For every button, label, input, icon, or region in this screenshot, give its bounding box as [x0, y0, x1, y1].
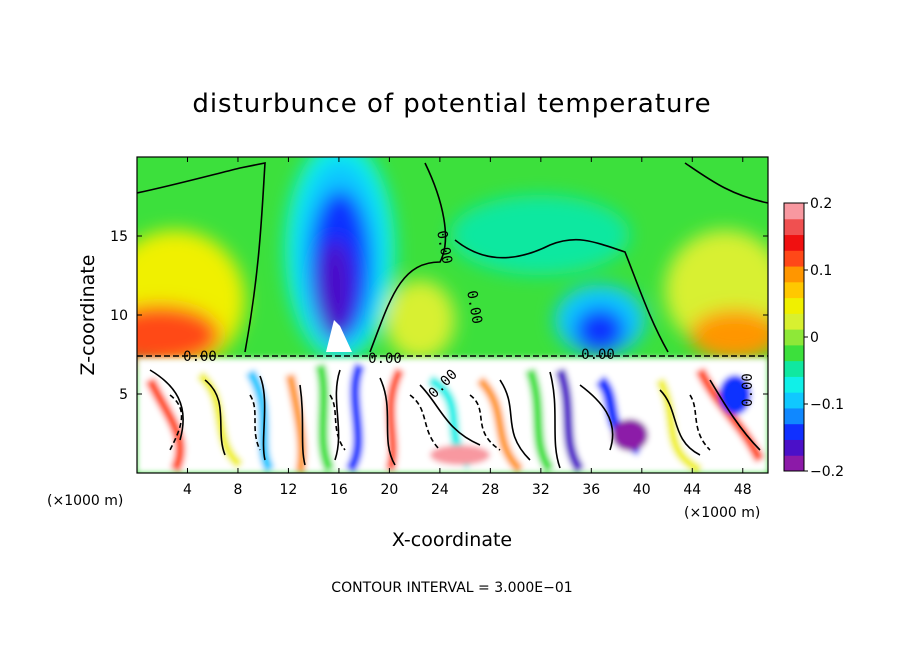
contour-interval-note: CONTOUR INTERVAL = 3.000E−01: [331, 580, 572, 596]
contour-label: 0.00: [368, 351, 402, 367]
colorbar-swatch: [784, 250, 804, 267]
x-tick-label: 44: [683, 482, 701, 498]
y-axis-label: Z-coordinate: [77, 255, 99, 376]
heatmap-field: 0.00 0.00 0.000.000.000.00 0.00: [137, 157, 768, 473]
contour-label: 0.00: [581, 347, 615, 363]
colorbar-swatch: [784, 266, 804, 283]
contour-label: 0.00: [740, 373, 756, 407]
x-tick-label: 4: [183, 482, 192, 498]
x-tick-label: 12: [280, 482, 298, 498]
colorbar-swatch: [784, 376, 804, 393]
x-tick-label: 36: [582, 482, 600, 498]
colorbar-swatch: [784, 203, 804, 220]
contour-line: [137, 162, 266, 353]
y-tick-label: 10: [110, 308, 128, 324]
colorbar-tick-label: −0.1: [810, 397, 844, 413]
lower-layer-turbulence: [137, 358, 768, 473]
colorbar-swatch: [784, 234, 804, 251]
colorbar-tick-label: −0.2: [810, 464, 844, 480]
colorbar-swatch: [784, 344, 804, 362]
contour-line: [684, 162, 768, 204]
y-tick-label: 5: [119, 387, 128, 403]
contour-lines: [137, 162, 768, 469]
x-axis-label: X-coordinate: [392, 529, 512, 551]
colorbar-swatch: [784, 281, 804, 299]
upper-layer-shading: [137, 157, 768, 370]
colorbar-tick-label: 0.1: [810, 263, 832, 279]
x-units-left: (×1000 m): [47, 493, 123, 509]
x-units-right: (×1000 m): [684, 505, 760, 521]
contour-line: [369, 162, 447, 353]
colorbar-swatch: [784, 439, 804, 456]
colorbar-swatch: [784, 297, 804, 314]
x-tick-label: 20: [380, 482, 398, 498]
colorbar-swatch: [784, 329, 804, 346]
contour-line: [169, 394, 711, 451]
colorbar-swatch: [784, 313, 804, 330]
y-tick-label: 15: [110, 229, 128, 245]
contour-line: [149, 369, 761, 469]
colorbar: −0.2 −0.1 0 0.1 0.2: [783, 196, 844, 480]
colorbar-tick-label: 0: [810, 330, 819, 346]
x-tick-label: 8: [233, 482, 242, 498]
chart-title: disturbunce of potential temperature: [192, 89, 711, 119]
colorbar-swatch: [784, 218, 804, 236]
colorbar-swatch: [784, 407, 804, 425]
contour-label: 0.00: [433, 229, 455, 265]
x-tick-label: 28: [481, 482, 499, 498]
x-tick-label: 24: [431, 482, 449, 498]
x-tick-label: 48: [734, 482, 752, 498]
x-axis-ticks: 4 8 12 16 20 24 28 32 36 40 44 48: [183, 157, 752, 498]
colorbar-swatch: [784, 392, 804, 409]
contour-label: 0.00: [183, 349, 217, 365]
colorbar-swatch: [784, 455, 804, 472]
x-tick-label: 40: [633, 482, 651, 498]
y-axis-ticks: 5 10 15: [110, 229, 768, 403]
x-tick-label: 16: [330, 482, 348, 498]
colorbar-tick-label: 0.2: [810, 196, 832, 212]
colorbar-swatch: [784, 423, 804, 440]
contour-line: [454, 238, 669, 353]
contour-label-group: 0.00 0.00 0.000.000.000.00 0.00: [183, 229, 756, 407]
colorbar-swatch: [784, 360, 804, 377]
white-peak-patch: [326, 320, 352, 352]
x-tick-label: 32: [532, 482, 550, 498]
contour-label: 0.00: [463, 289, 485, 325]
